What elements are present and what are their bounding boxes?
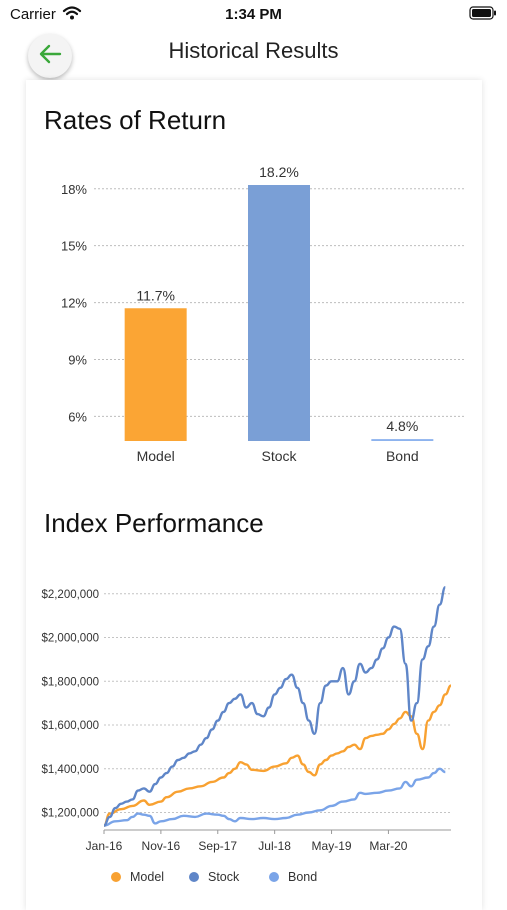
bar-model xyxy=(124,308,187,441)
nav-bar: Historical Results xyxy=(0,28,507,80)
x-tick-label: Jul-18 xyxy=(258,839,291,853)
y-tick-label: $1,800,000 xyxy=(41,676,99,688)
wifi-icon xyxy=(62,5,82,26)
y-tick-label: $1,200,000 xyxy=(41,808,99,820)
y-tick-label: 6% xyxy=(68,409,87,424)
legend-label: Stock xyxy=(208,870,240,884)
results-card: Rates of Return 6% 9% 12% 15% 18% 11.7% Model 1… xyxy=(26,80,482,910)
y-tick-label: 12% xyxy=(61,296,87,311)
x-tick-label: Mar-20 xyxy=(369,839,407,853)
legend-label: Model xyxy=(130,870,164,884)
legend-marker xyxy=(269,872,279,882)
x-tick-label: Jan-16 xyxy=(86,839,123,853)
legend-item-stock: Stock xyxy=(189,870,240,884)
y-tick-label: 18% xyxy=(61,182,87,197)
returns-section-title: Rates of Return xyxy=(44,105,227,135)
legend-label: Bond xyxy=(288,870,317,884)
status-bar: Carrier 1:34 PM xyxy=(0,0,507,28)
status-time: 1:34 PM xyxy=(225,6,282,23)
performance-section-title: Index Performance xyxy=(44,508,264,538)
y-tick-label: 15% xyxy=(61,239,87,254)
x-tick-label: Sep-17 xyxy=(198,839,237,853)
battery-icon xyxy=(469,6,497,25)
bar-stock xyxy=(248,185,310,441)
x-category-label: Bond xyxy=(386,448,419,464)
carrier-label: Carrier xyxy=(10,6,56,23)
index-performance-chart: $1,200,000 $1,400,000 $1,600,000 $1,800,000… xyxy=(41,586,452,884)
y-tick-label: $1,600,000 xyxy=(41,720,99,732)
y-tick-label: $2,000,000 xyxy=(41,633,99,645)
series-line-bond xyxy=(103,767,446,827)
bar-value-label: 4.8% xyxy=(386,418,418,434)
legend-marker xyxy=(189,872,199,882)
bar-bond xyxy=(371,439,434,441)
bar-value-label: 18.2% xyxy=(259,164,299,180)
x-category-label: Stock xyxy=(261,448,297,464)
back-button[interactable] xyxy=(28,34,72,78)
series-line-model xyxy=(103,684,452,827)
x-tick-label: Nov-16 xyxy=(142,839,181,853)
arrow-left-icon xyxy=(38,43,62,70)
bar-value-label: 11.7% xyxy=(136,287,175,303)
y-tick-label: 9% xyxy=(68,352,87,367)
rates-of-return-chart: 6% 9% 12% 15% 18% 11.7% Model 18.2% Stock 4.8% Bon… xyxy=(61,164,464,464)
legend-item-bond: Bond xyxy=(269,870,317,884)
x-category-label: Model xyxy=(137,448,175,464)
page-title: Historical Results xyxy=(168,38,339,63)
y-tick-label: $1,400,000 xyxy=(41,764,99,776)
legend-marker xyxy=(111,872,121,882)
y-tick-label: $2,200,000 xyxy=(41,589,99,601)
x-tick-label: May-19 xyxy=(312,839,352,853)
legend-item-model: Model xyxy=(111,870,164,884)
series-line-stock xyxy=(103,586,447,827)
